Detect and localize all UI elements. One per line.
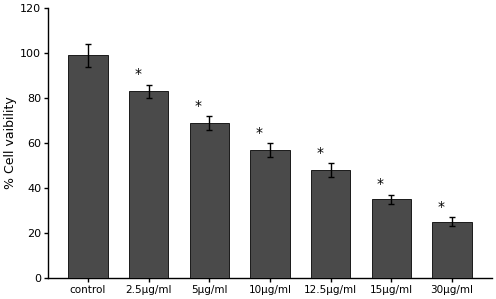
Text: *: * [195, 99, 202, 113]
Bar [432, 222, 472, 278]
Bar [250, 150, 290, 278]
Bar [68, 55, 108, 278]
Text: *: * [255, 126, 262, 140]
Bar [311, 170, 350, 278]
Bar [189, 123, 229, 278]
Text: *: * [134, 67, 141, 81]
Text: *: * [316, 146, 323, 160]
Bar [129, 91, 168, 278]
Y-axis label: % Cell vaibility: % Cell vaibility [4, 97, 17, 189]
Text: *: * [437, 200, 444, 214]
Text: *: * [377, 177, 384, 191]
Bar [372, 199, 411, 278]
